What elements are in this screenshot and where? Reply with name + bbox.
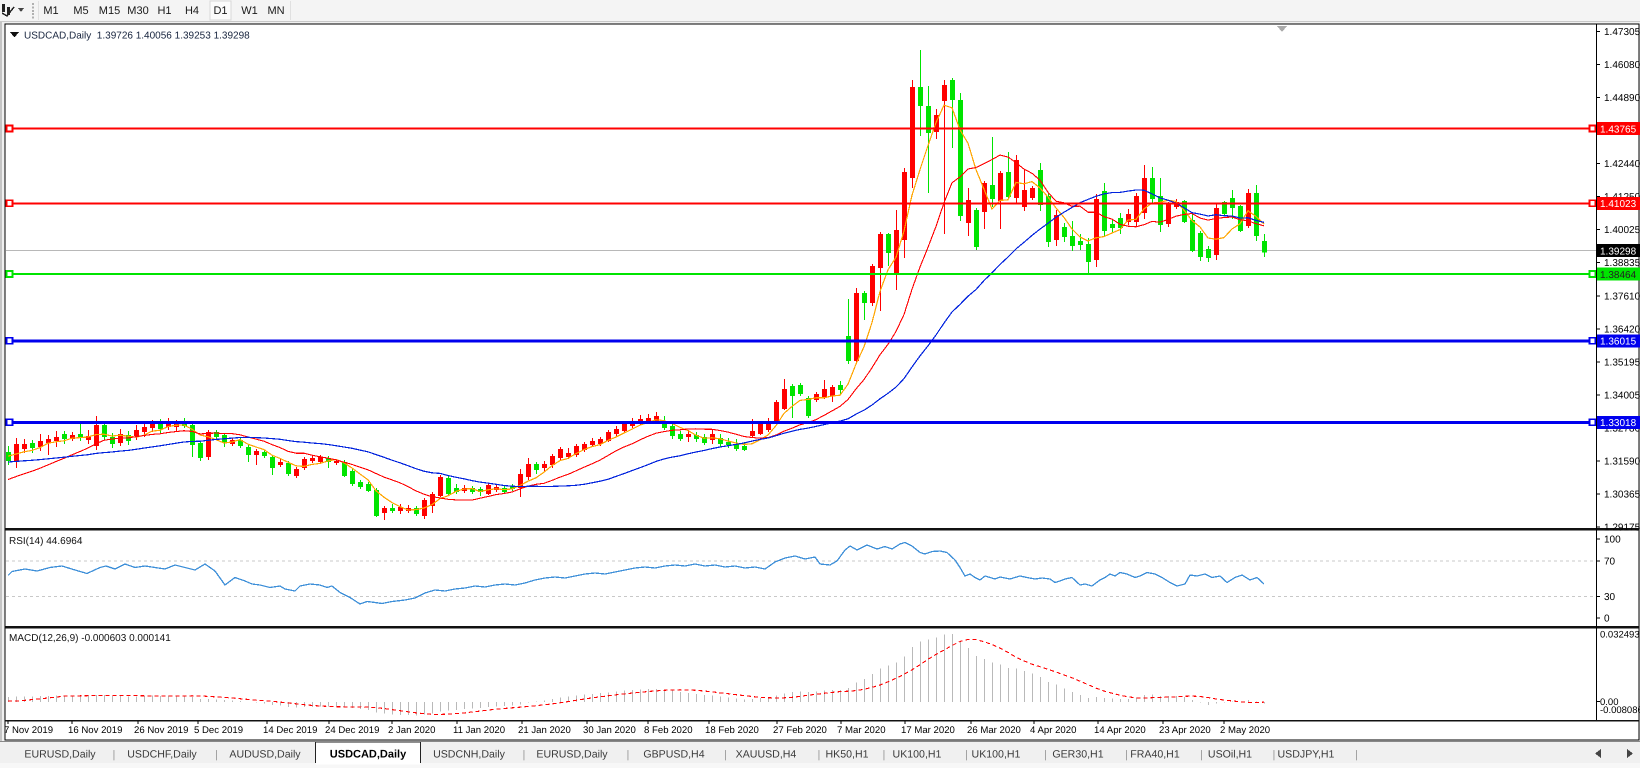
svg-text:EURUSD,Daily: EURUSD,Daily	[24, 749, 96, 761]
svg-text:27 Feb 2020: 27 Feb 2020	[773, 725, 827, 736]
svg-text:1.29175: 1.29175	[1604, 522, 1640, 533]
svg-text:|: |	[1355, 749, 1358, 761]
svg-text:2 May 2020: 2 May 2020	[1220, 725, 1270, 736]
svg-text:8 Feb 2020: 8 Feb 2020	[644, 725, 693, 736]
svg-text:HK50,H1: HK50,H1	[826, 749, 869, 761]
svg-text:1.40025: 1.40025	[1604, 225, 1640, 236]
svg-text:MN: MN	[267, 5, 284, 17]
svg-text:1.36420: 1.36420	[1604, 324, 1640, 335]
svg-text:30 Jan 2020: 30 Jan 2020	[583, 725, 636, 736]
svg-text:21 Jan 2020: 21 Jan 2020	[518, 725, 571, 736]
svg-text:1.36015: 1.36015	[1600, 337, 1637, 348]
svg-text:1.46080: 1.46080	[1604, 60, 1640, 71]
svg-text:M1: M1	[43, 5, 58, 17]
svg-text:5 Dec 2019: 5 Dec 2019	[194, 725, 243, 736]
svg-text:7 Nov 2019: 7 Nov 2019	[4, 725, 53, 736]
svg-text:26 Nov 2019: 26 Nov 2019	[134, 725, 188, 736]
svg-text:14 Apr 2020: 14 Apr 2020	[1094, 725, 1146, 736]
svg-text:EURUSD,Daily: EURUSD,Daily	[536, 749, 608, 761]
svg-text:|: |	[818, 749, 821, 761]
svg-text:XAUUSD,H4: XAUUSD,H4	[736, 749, 797, 761]
svg-text:|: |	[113, 749, 116, 761]
svg-text:24 Dec 2019: 24 Dec 2019	[325, 725, 379, 736]
svg-text:1.44890: 1.44890	[1604, 93, 1640, 104]
svg-text:|: |	[1273, 749, 1276, 761]
svg-text:1.35195: 1.35195	[1604, 357, 1640, 368]
svg-text:|: |	[523, 749, 526, 761]
svg-text:USDJPY,H1: USDJPY,H1	[1278, 749, 1335, 761]
svg-text:1.38464: 1.38464	[1600, 270, 1637, 281]
svg-text:0.00: 0.00	[1600, 697, 1619, 708]
svg-text:H1: H1	[157, 5, 171, 17]
svg-text:USOil,H1: USOil,H1	[1208, 749, 1252, 761]
svg-text:18 Feb 2020: 18 Feb 2020	[705, 725, 759, 736]
svg-text:|: |	[883, 749, 886, 761]
svg-text:1.47305: 1.47305	[1604, 27, 1640, 38]
svg-text:1.37610: 1.37610	[1604, 291, 1640, 302]
svg-text:|: |	[1044, 749, 1047, 761]
svg-text:1.39298: 1.39298	[1600, 246, 1637, 257]
svg-text:-0.008086: -0.008086	[1600, 705, 1640, 716]
svg-text:GER30,H1: GER30,H1	[1052, 749, 1103, 761]
svg-text:|: |	[1200, 749, 1203, 761]
svg-text:0.032493: 0.032493	[1600, 630, 1640, 641]
svg-text:1.34005: 1.34005	[1604, 390, 1640, 401]
svg-text:USDCHF,Daily: USDCHF,Daily	[127, 749, 197, 761]
svg-text:1.41023: 1.41023	[1600, 199, 1637, 210]
svg-text:|: |	[215, 749, 218, 761]
svg-text:1.38835: 1.38835	[1604, 258, 1640, 269]
svg-text:W1: W1	[241, 5, 258, 17]
svg-text:17 Mar 2020: 17 Mar 2020	[901, 725, 955, 736]
svg-text:AUDUSD,Daily: AUDUSD,Daily	[229, 749, 301, 761]
svg-text:4 Apr 2020: 4 Apr 2020	[1030, 725, 1076, 736]
svg-text:1.31590: 1.31590	[1604, 456, 1640, 467]
svg-text:0: 0	[1604, 614, 1610, 625]
svg-text:16 Nov 2019: 16 Nov 2019	[68, 725, 122, 736]
svg-text:USDCAD,Daily 1.39726 1.40056: USDCAD,Daily 1.39726 1.40056 1.39253 1.3…	[24, 31, 250, 42]
svg-text:|: |	[965, 749, 968, 761]
svg-text:D1: D1	[213, 5, 227, 17]
svg-text:23 Apr 2020: 23 Apr 2020	[1159, 725, 1211, 736]
svg-text:FRA40,H1: FRA40,H1	[1130, 749, 1180, 761]
svg-text:M15: M15	[99, 5, 120, 17]
svg-text:1.30365: 1.30365	[1604, 489, 1640, 500]
svg-text:|: |	[1125, 749, 1128, 761]
svg-text:2 Jan 2020: 2 Jan 2020	[388, 725, 435, 736]
svg-text:1.43765: 1.43765	[1600, 124, 1637, 135]
svg-text:11 Jan 2020: 11 Jan 2020	[453, 725, 505, 736]
svg-text:UK100,H1: UK100,H1	[972, 749, 1021, 761]
svg-text:7 Mar 2020: 7 Mar 2020	[837, 725, 886, 736]
svg-text:MACD(12,26,9) -0.000603 0.0001: MACD(12,26,9) -0.000603 0.000141	[9, 633, 171, 644]
svg-text:H4: H4	[185, 5, 199, 17]
svg-text:|: |	[724, 749, 727, 761]
svg-text:1.42440: 1.42440	[1604, 159, 1640, 170]
svg-text:30: 30	[1604, 592, 1616, 603]
svg-text:USDCNH,Daily: USDCNH,Daily	[433, 749, 506, 761]
svg-text:M30: M30	[127, 5, 148, 17]
svg-text:100: 100	[1604, 535, 1621, 546]
svg-text:26 Mar 2020: 26 Mar 2020	[967, 725, 1021, 736]
svg-text:1.33018: 1.33018	[1600, 418, 1637, 429]
svg-text:GBPUSD,H4: GBPUSD,H4	[643, 749, 704, 761]
svg-text:RSI(14) 44.6964: RSI(14) 44.6964	[9, 536, 83, 547]
svg-text:USDCAD,Daily: USDCAD,Daily	[330, 749, 407, 761]
svg-text:|: |	[627, 749, 630, 761]
svg-text:UK100,H1: UK100,H1	[893, 749, 942, 761]
svg-text:70: 70	[1604, 557, 1616, 568]
svg-text:M5: M5	[73, 5, 88, 17]
svg-text:14 Dec 2019: 14 Dec 2019	[263, 725, 317, 736]
